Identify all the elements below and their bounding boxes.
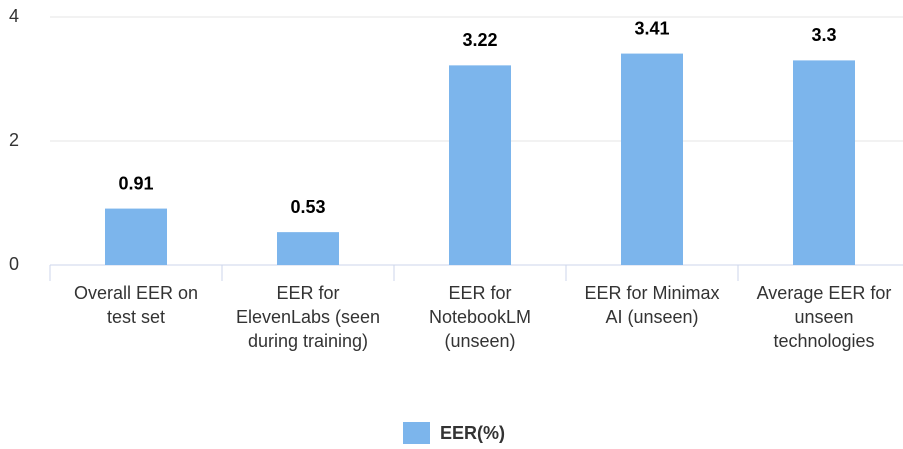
- legend-swatch: [403, 422, 430, 444]
- data-label: 3.22: [462, 30, 497, 50]
- data-label: 3.41: [634, 18, 669, 38]
- x-tick-label: Overall EER on test set: [73, 283, 199, 327]
- legend-label: EER(%): [440, 423, 505, 443]
- data-label: 0.91: [118, 173, 153, 193]
- x-tick-label: EER for ElevenLabs (seen during training…: [235, 283, 381, 351]
- bar: [277, 232, 339, 265]
- data-label: 0.53: [290, 197, 325, 217]
- y-tick-label: 0: [9, 254, 19, 274]
- bar: [449, 65, 511, 265]
- y-tick-label: 2: [9, 130, 19, 150]
- y-tick-label: 4: [9, 6, 19, 26]
- bar: [793, 60, 855, 266]
- data-label: 3.3: [811, 25, 836, 45]
- bar: [621, 53, 683, 265]
- x-tick-label: EER for NotebookLM (unseen): [428, 283, 532, 351]
- x-tick-label: EER for Minimax AI (unseen): [584, 283, 720, 327]
- x-tick-label: Average EER for unseen technologies: [756, 283, 892, 351]
- bar: [105, 208, 167, 265]
